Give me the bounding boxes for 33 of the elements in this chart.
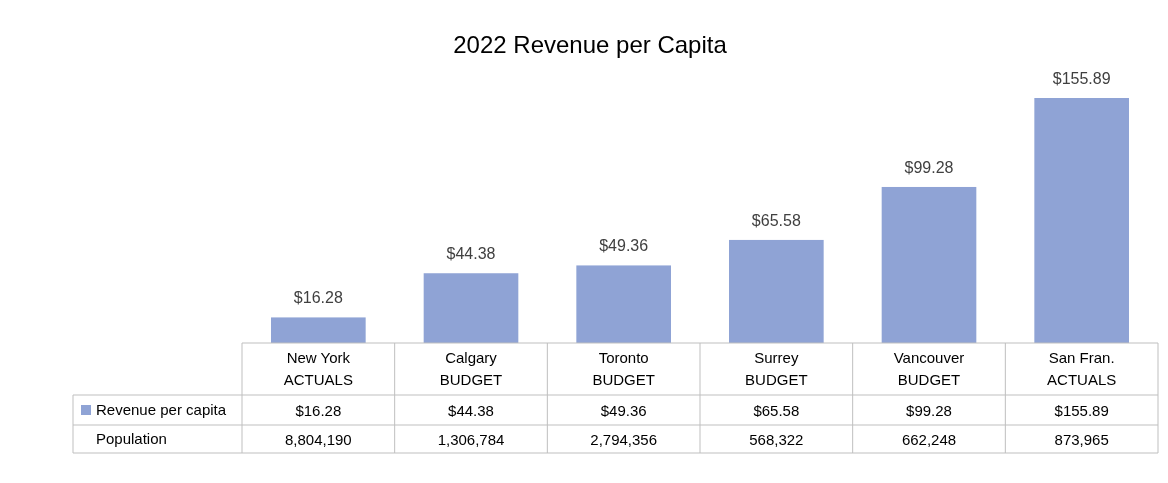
text: $44.38 [446,245,496,263]
text: $49.36 [599,237,649,255]
text: 662,248 [901,431,957,448]
text: $99.28 [904,158,954,176]
x-tick-label: Vancouver BUDGET [893,349,965,388]
data-label: $44.38 [448,402,494,419]
chart-title: 2022 Revenue per Capita [453,31,728,58]
text: Population [96,430,167,447]
text: $155.89 [1052,70,1111,87]
text: $65.58 [751,211,801,229]
bar [881,186,977,343]
x-tick-label: Toronto BUDGET [592,349,655,388]
text: 1,306,784 [437,431,505,448]
x-tick-label: New York ACTUALS [283,349,353,388]
x-tick-label: Calgary BUDGET [439,349,503,388]
data-label: $99.28 [906,402,952,419]
x-tick-label: Surrey BUDGET [745,349,808,388]
text: 568,322 [749,431,804,448]
data-label: $16.28 [295,402,342,419]
bar [423,273,519,343]
bar [576,265,671,343]
bar [271,317,366,343]
text: $16.28 [293,289,343,307]
data-label: $155.89 [1054,402,1109,419]
bar [1034,98,1129,343]
data-label: $49.36 [600,402,647,419]
text: 873,965 [1054,431,1109,448]
data-label: $65.58 [753,402,800,419]
text: 2,794,356 [590,431,658,448]
legend-label: Revenue per capita [96,401,227,418]
bar [729,239,824,343]
x-tick-label: San Fran. ACTUALS [1047,349,1117,388]
text: 8,804,190 [284,431,352,448]
